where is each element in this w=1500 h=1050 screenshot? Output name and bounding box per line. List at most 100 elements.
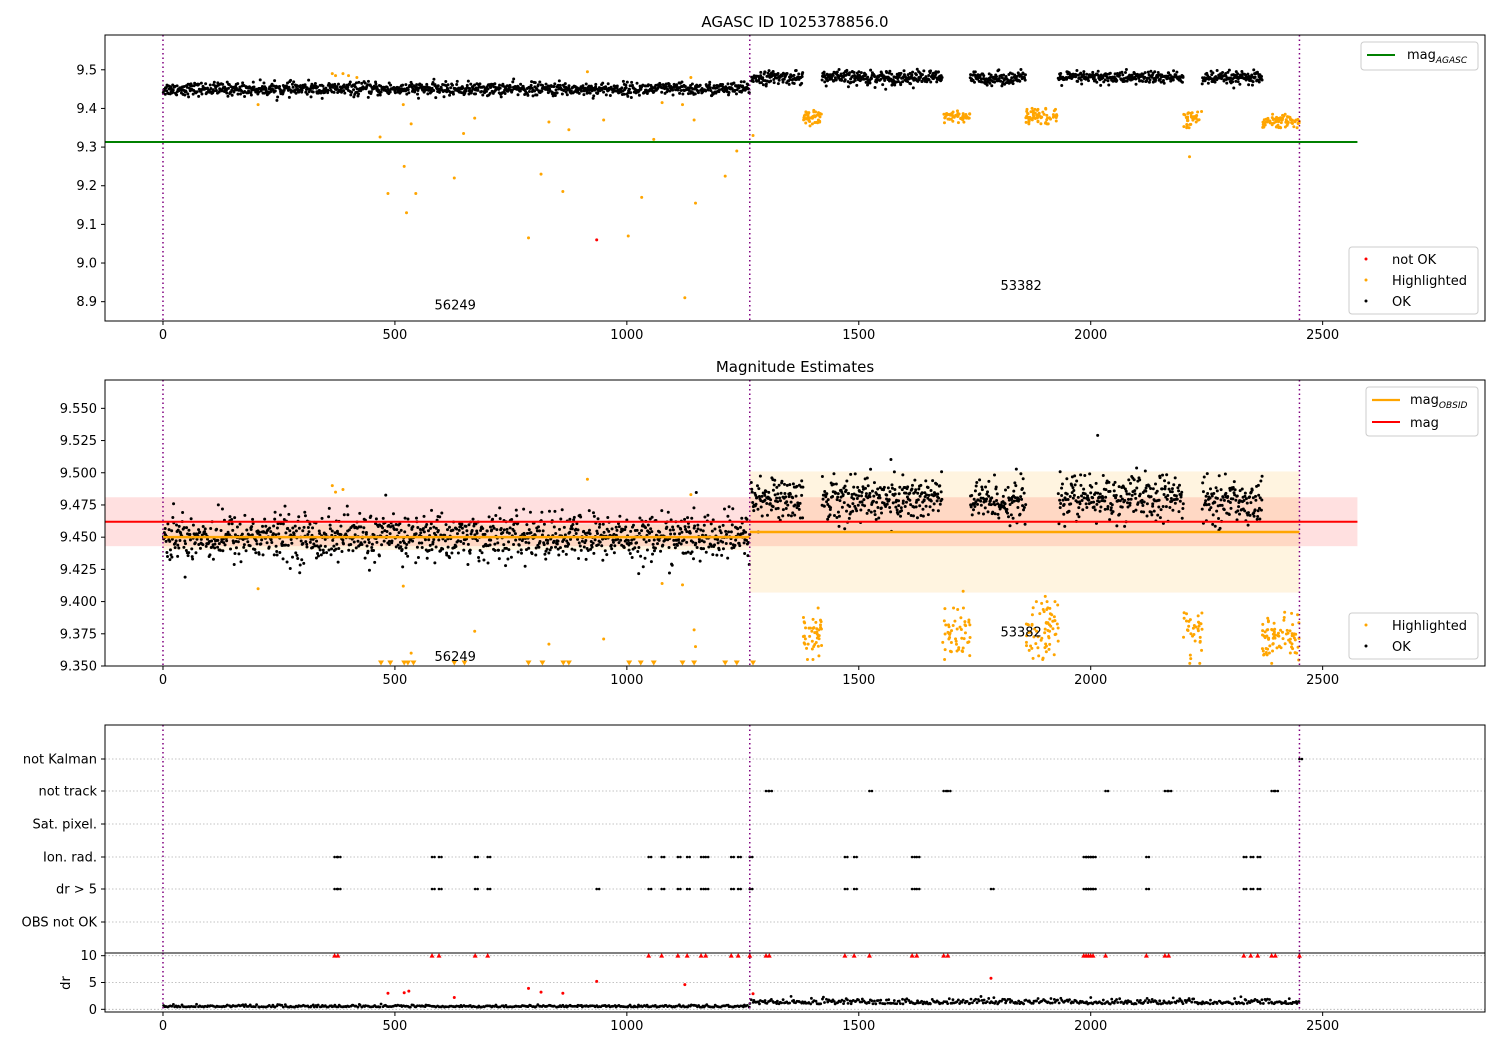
ok-point xyxy=(1147,484,1151,488)
highlighted-point xyxy=(1048,617,1052,621)
ok-point xyxy=(1063,524,1067,528)
ok-point xyxy=(738,525,742,529)
ok-point xyxy=(263,517,267,521)
ok-point xyxy=(940,75,944,79)
ok-point xyxy=(1011,82,1015,86)
ok-point xyxy=(1236,72,1240,76)
ok-point xyxy=(190,84,194,88)
ok-point xyxy=(1174,494,1178,498)
highlighted-point xyxy=(808,634,812,638)
ok-point xyxy=(1135,466,1139,470)
ok-point xyxy=(721,540,725,544)
highlighted-point xyxy=(1047,116,1051,120)
highlighted-point xyxy=(820,644,824,648)
ok-point xyxy=(1252,514,1256,518)
ok-point xyxy=(678,91,682,95)
highlighted-point xyxy=(1044,107,1048,111)
ok-point xyxy=(403,530,407,534)
ok-point xyxy=(1243,494,1247,498)
highlighted-point xyxy=(1032,635,1036,639)
ok-point xyxy=(646,83,650,87)
ok-point xyxy=(1022,491,1026,495)
ok-point xyxy=(1088,472,1092,476)
flag-event-marker xyxy=(660,855,663,859)
ok-point xyxy=(578,544,582,548)
ok-point xyxy=(589,547,593,551)
highlighted-point xyxy=(951,119,955,123)
legend-ok-marker xyxy=(1364,299,1368,303)
legend-agasc-sub: AGASC xyxy=(1435,56,1468,66)
ok-point xyxy=(488,91,492,95)
ok-point xyxy=(427,538,431,542)
ok-point xyxy=(1161,79,1165,83)
ok-point xyxy=(653,546,657,550)
ok-point xyxy=(1067,509,1071,513)
highlighted-point xyxy=(943,115,947,119)
ok-point xyxy=(456,551,460,555)
ok-point xyxy=(228,515,232,519)
ok-point xyxy=(1234,498,1238,502)
ok-point xyxy=(840,78,844,82)
highlighted-point xyxy=(817,628,821,632)
ok-point xyxy=(1117,485,1121,489)
ok-point xyxy=(1023,78,1027,82)
ok-point xyxy=(311,537,315,541)
flag-event-marker xyxy=(1242,855,1246,859)
ok-point xyxy=(1007,515,1010,519)
highlighted-point xyxy=(1286,115,1290,119)
ok-point xyxy=(690,516,694,520)
ok-point xyxy=(239,92,243,96)
ok-point xyxy=(417,96,421,100)
highlighted-point xyxy=(405,211,409,215)
highlighted-point xyxy=(816,644,820,648)
ok-point xyxy=(938,502,942,506)
ok-point xyxy=(186,92,190,96)
ok-point xyxy=(845,479,849,483)
ok-point xyxy=(455,532,459,536)
ok-point xyxy=(286,81,290,85)
ok-point xyxy=(1170,499,1174,503)
highlighted-point xyxy=(1268,644,1272,648)
ok-point xyxy=(504,564,508,568)
ok-point xyxy=(650,515,654,519)
ok-point xyxy=(646,523,650,527)
ok-point xyxy=(445,553,449,557)
legend-magnitude-status: Highlighted OK xyxy=(1348,612,1479,660)
ok-point xyxy=(1168,505,1172,509)
flag-event-marker xyxy=(595,887,598,891)
ok-point xyxy=(1250,83,1254,87)
highlighted-point xyxy=(1037,113,1041,117)
ok-point xyxy=(1095,502,1099,506)
ok-point xyxy=(493,542,497,546)
highlighted-point xyxy=(1182,635,1186,639)
ok-point xyxy=(826,517,830,521)
ok-point xyxy=(1145,79,1149,83)
ok-point xyxy=(468,548,472,552)
ok-point xyxy=(1144,486,1148,490)
highlighted-point xyxy=(1285,628,1289,632)
ok-point xyxy=(900,488,904,492)
y-tick-label: 9.550 xyxy=(60,402,97,417)
ok-point xyxy=(791,496,795,500)
ok-point xyxy=(972,497,976,501)
ok-point xyxy=(794,68,798,72)
ok-point xyxy=(1163,479,1167,483)
ok-point xyxy=(1162,492,1166,496)
ok-point xyxy=(870,489,874,493)
ok-point xyxy=(1091,496,1095,500)
highlighted-point xyxy=(1277,119,1281,123)
ok-point xyxy=(275,98,279,102)
ok-point xyxy=(569,537,573,541)
ok-point xyxy=(776,82,780,86)
ok-point xyxy=(272,553,276,557)
ok-point xyxy=(1010,76,1014,80)
ok-point xyxy=(457,528,461,532)
ok-point xyxy=(334,547,338,551)
ok-point xyxy=(495,528,499,532)
ok-point xyxy=(1107,480,1111,484)
ok-point xyxy=(547,509,551,513)
ok-point xyxy=(584,557,588,561)
ok-point xyxy=(727,505,731,509)
ok-point xyxy=(512,77,516,81)
legend-agasc-base: mag xyxy=(1407,48,1436,63)
